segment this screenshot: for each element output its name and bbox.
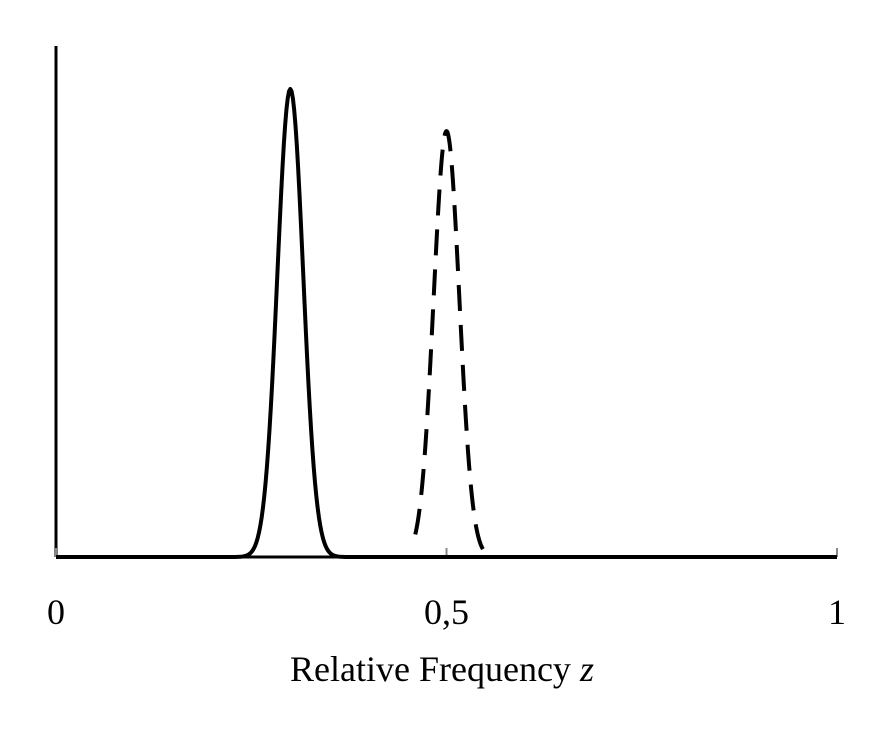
x-axis-tick-labels: 0 0,5 1 <box>47 592 846 632</box>
x-tick-label: 1 <box>828 592 846 632</box>
x-tick-label: 0,5 <box>424 592 469 632</box>
x-axis-title-text: Relative Frequency <box>290 649 571 689</box>
series-layer <box>55 87 838 559</box>
series-dashed-curve <box>413 129 488 555</box>
x-tick-label: 0 <box>47 592 65 632</box>
series-solid-curve <box>55 87 838 559</box>
x-axis-title-variable: z <box>579 649 594 689</box>
x-axis-title: Relative Frequency z <box>290 649 594 689</box>
